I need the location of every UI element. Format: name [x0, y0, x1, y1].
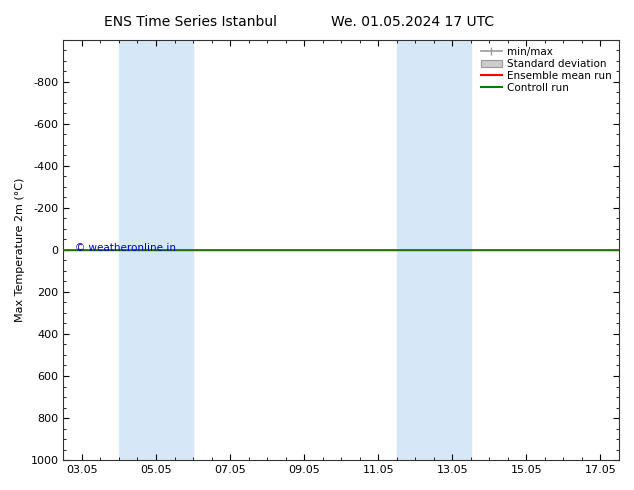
- Bar: [119, 40, 193, 460]
- Y-axis label: Max Temperature 2m (°C): Max Temperature 2m (°C): [15, 178, 25, 322]
- Text: We. 01.05.2024 17 UTC: We. 01.05.2024 17 UTC: [330, 15, 494, 29]
- Text: ENS Time Series Istanbul: ENS Time Series Istanbul: [104, 15, 276, 29]
- Text: © weatheronline.in: © weatheronline.in: [75, 243, 176, 253]
- Bar: [397, 40, 471, 460]
- Legend: min/max, Standard deviation, Ensemble mean run, Controll run: min/max, Standard deviation, Ensemble me…: [479, 45, 614, 95]
